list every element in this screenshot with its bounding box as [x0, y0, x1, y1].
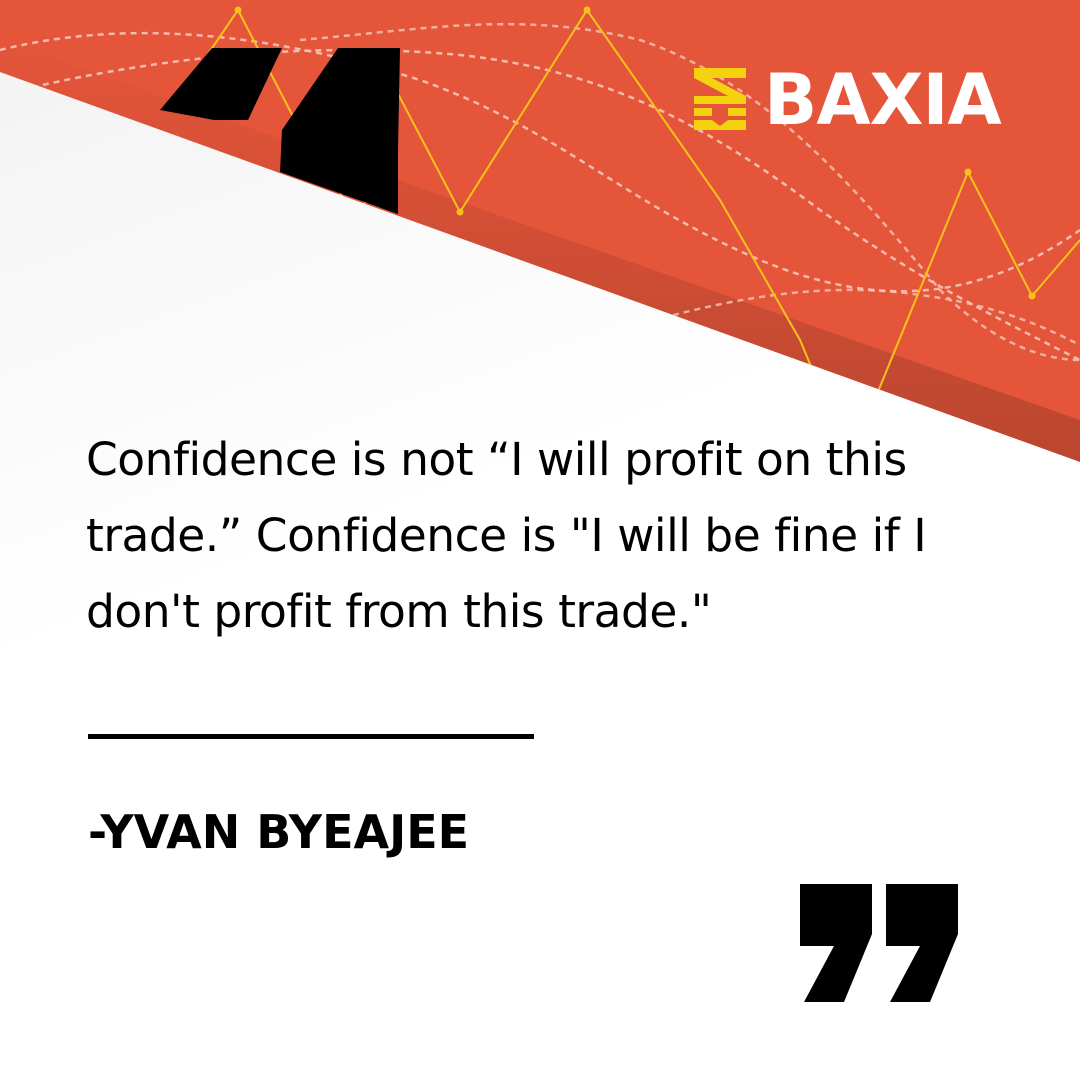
dashed-wave-line — [0, 31, 1080, 293]
baxia-logo-icon — [694, 68, 746, 130]
close-quote-mark-icon — [800, 884, 958, 1002]
open-quote-mark-icon — [160, 48, 400, 214]
dashed-wave-line — [619, 288, 1080, 347]
divider — [88, 734, 534, 739]
dashed-wave-line — [0, 48, 1080, 362]
dashed-wave-line — [299, 22, 1080, 362]
quote-author: -YVAN BYEAJEE — [88, 805, 470, 859]
brand-name: BAXIA — [764, 59, 1002, 141]
brand-logo: BAXIA — [690, 59, 1002, 141]
zigzag-points — [234, 6, 1036, 300]
quote-text: Confidence is not “I will profit on this… — [86, 433, 927, 638]
